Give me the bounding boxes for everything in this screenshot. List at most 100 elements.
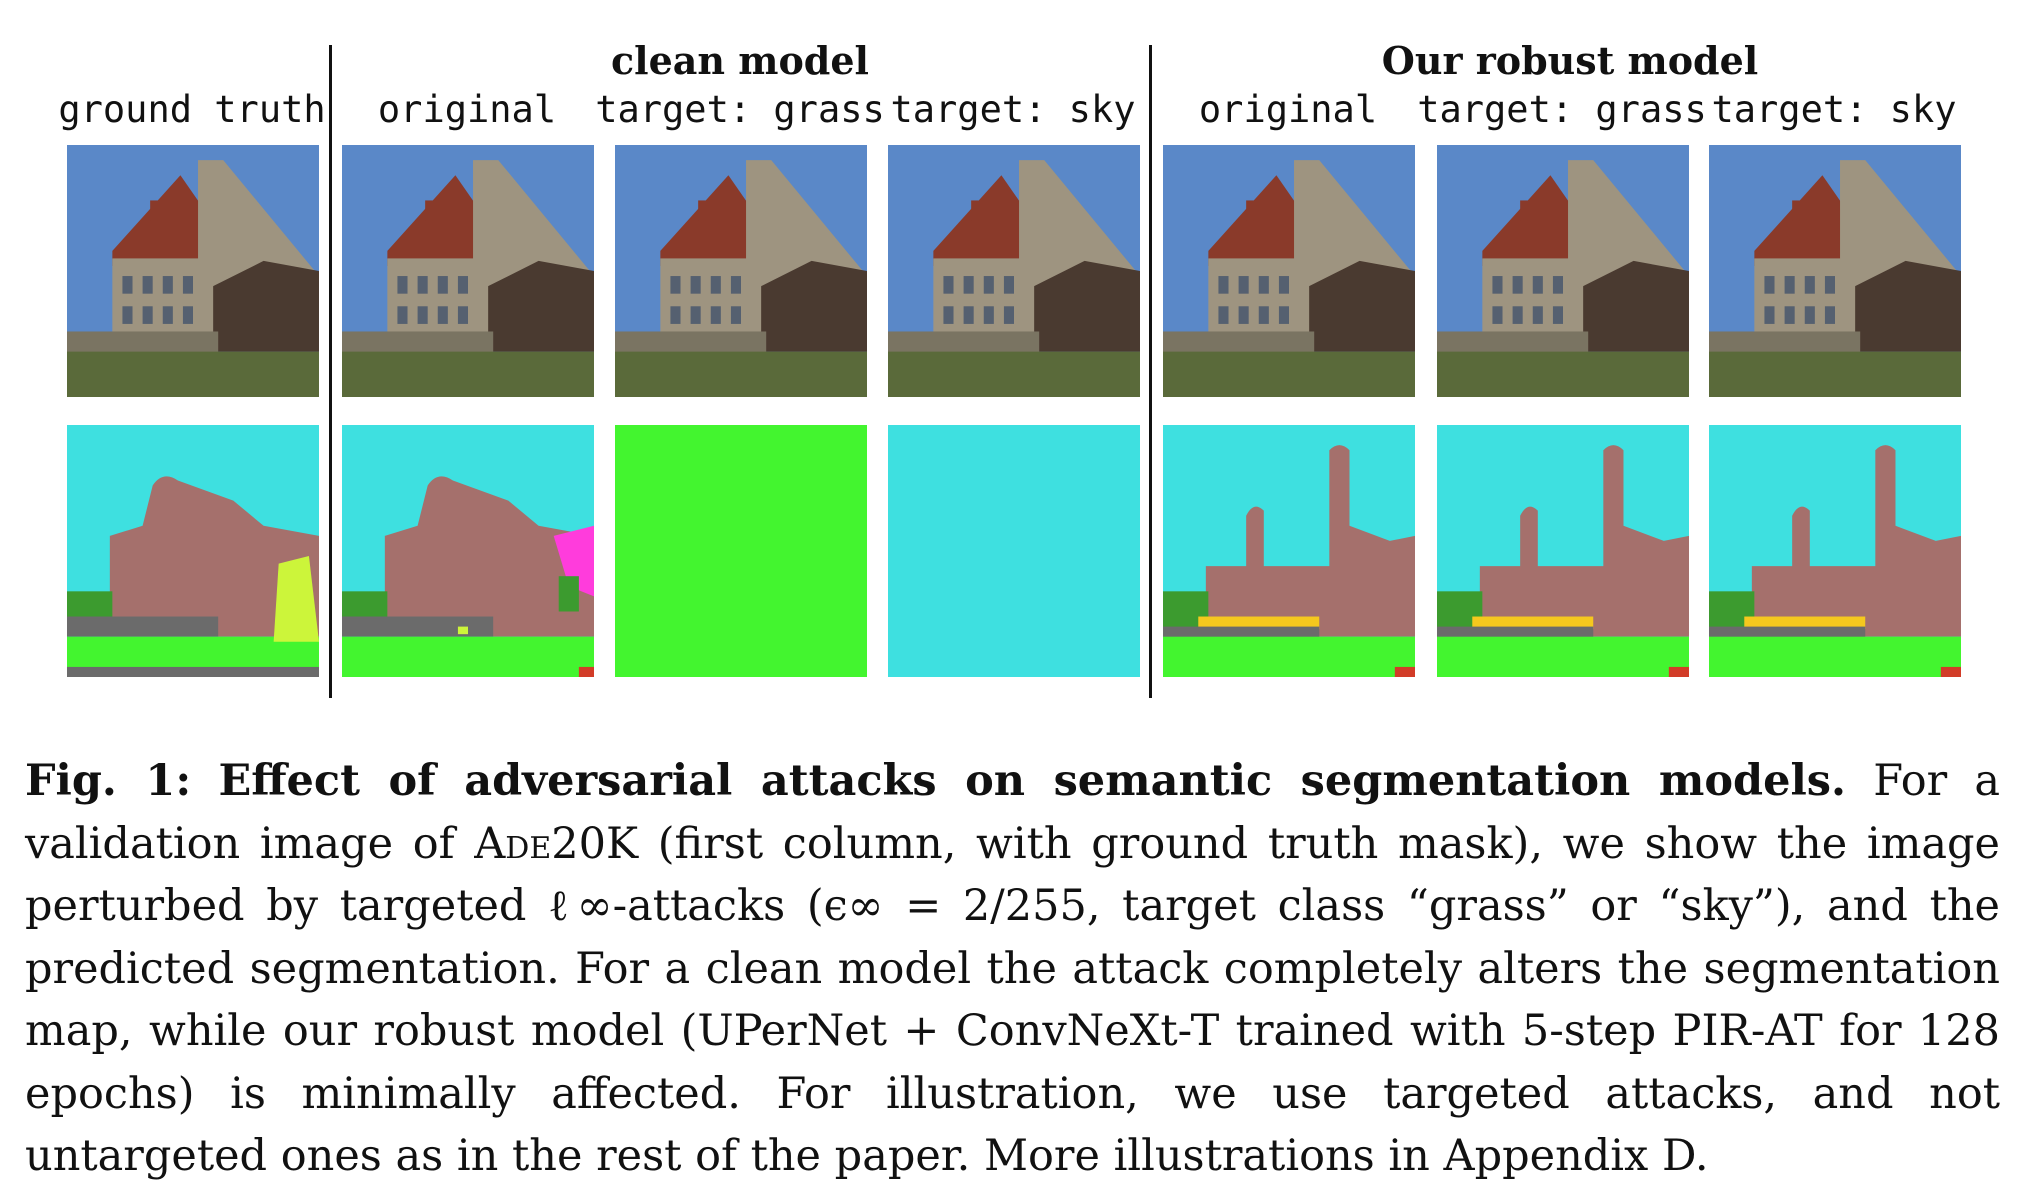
- mask-building-region: [384, 476, 594, 637]
- photo-window: [943, 276, 954, 294]
- photo-window: [710, 306, 721, 324]
- column-label-clean-target-sky: target: sky: [890, 88, 1136, 131]
- photo-window: [1238, 276, 1249, 294]
- mask-road-strip: [67, 666, 319, 677]
- photo-window: [963, 276, 974, 294]
- photo-chimney: [971, 200, 979, 221]
- mask-building-region: [1479, 445, 1689, 637]
- photo-window: [1784, 276, 1795, 294]
- mask-building-region: [1751, 445, 1961, 637]
- photo-clean-target-sky: [888, 145, 1140, 397]
- photo-chimney: [698, 200, 706, 221]
- mask-robust-target-grass: [1437, 425, 1689, 677]
- mask-red-region: [578, 666, 594, 677]
- mask-grass-region: [342, 636, 594, 677]
- column-label-clean-target-grass: target: grass: [595, 88, 885, 131]
- robust-model-header: Our robust model: [1381, 38, 1759, 83]
- photo-window: [437, 276, 448, 294]
- mask-building-region: [1205, 445, 1415, 637]
- photo-window: [437, 306, 448, 324]
- photo-window: [1492, 276, 1503, 294]
- photo-ground-truth: [67, 145, 319, 397]
- mask-magenta-region: [553, 525, 594, 597]
- mask-yellow-green-region: [273, 556, 319, 642]
- photo-window: [1532, 306, 1543, 324]
- photo-window: [1218, 276, 1229, 294]
- photo-window: [122, 276, 133, 294]
- photo-window: [142, 276, 153, 294]
- photo-window: [1278, 306, 1289, 324]
- photo-stone-wall: [342, 331, 494, 355]
- mask-red-region: [1940, 666, 1961, 677]
- photo-stone-wall: [67, 331, 219, 355]
- mask-robust-original: [1163, 425, 1415, 677]
- photo-window: [1218, 306, 1229, 324]
- photo-lawn: [342, 351, 594, 397]
- photo-window: [1552, 306, 1563, 324]
- photo-stone-wall: [615, 331, 767, 355]
- mask-ground-truth: [67, 425, 319, 677]
- photo-window: [690, 276, 701, 294]
- photo-lawn: [1437, 351, 1689, 397]
- mask-grass-region: [1437, 636, 1689, 677]
- mask-gold-region: [1744, 616, 1866, 630]
- photo-robust-target-grass: [1437, 145, 1689, 397]
- mask-clean-original: [342, 425, 594, 677]
- photo-window: [670, 276, 681, 294]
- photo-window: [1552, 276, 1563, 294]
- caption-title: Effect of adversarial attacks on semanti…: [218, 756, 1846, 806]
- mask-road-region: [1437, 626, 1594, 640]
- mask-clean-target-grass: [615, 425, 867, 677]
- photo-chimney: [1792, 200, 1800, 221]
- column-label-robust-target-grass: target: grass: [1417, 88, 1707, 131]
- photo-window: [1824, 276, 1835, 294]
- column-label-robust-target-sky: target: sky: [1711, 88, 1957, 131]
- photo-window: [182, 306, 193, 324]
- photo-window: [162, 306, 173, 324]
- photo-window: [457, 276, 468, 294]
- photo-window: [417, 276, 428, 294]
- photo-clean-original: [342, 145, 594, 397]
- mask-grass-region: [1163, 636, 1415, 677]
- photo-window: [983, 276, 994, 294]
- photo-side-building: [1309, 260, 1415, 352]
- photo-stone-wall: [1437, 331, 1589, 355]
- photo-window: [943, 306, 954, 324]
- photo-window: [1238, 306, 1249, 324]
- photo-window: [397, 306, 408, 324]
- mask-road-region: [342, 616, 494, 637]
- column-label-clean-original: original: [377, 88, 557, 131]
- photo-side-building: [1855, 260, 1961, 352]
- photo-chimney: [425, 200, 433, 221]
- mask-gold-region: [1198, 616, 1320, 630]
- clean-model-header: clean model: [611, 38, 869, 83]
- mask-road-region: [1163, 626, 1320, 640]
- photo-window: [142, 306, 153, 324]
- photo-chimney: [150, 200, 158, 221]
- photo-clean-target-grass: [615, 145, 867, 397]
- photo-robust-target-sky: [1709, 145, 1961, 397]
- mask-clean-target-sky: [888, 425, 1140, 677]
- photo-window: [1804, 276, 1815, 294]
- photo-chimney: [1520, 200, 1528, 221]
- photo-window: [1512, 306, 1523, 324]
- photo-side-building: [761, 260, 867, 352]
- mask-red-region: [1668, 666, 1689, 677]
- photo-window: [122, 306, 133, 324]
- separator-line-left: [329, 45, 332, 698]
- mask-road-region: [1709, 626, 1866, 640]
- photo-window: [1512, 276, 1523, 294]
- photo-lawn: [888, 351, 1140, 397]
- photo-chimney: [1246, 200, 1254, 221]
- photo-window: [1278, 276, 1289, 294]
- mask-grass-region: [615, 425, 867, 677]
- photo-window: [1784, 306, 1795, 324]
- photo-window: [1532, 276, 1543, 294]
- mask-road-region: [67, 616, 219, 637]
- photo-window: [1492, 306, 1503, 324]
- photo-window: [397, 276, 408, 294]
- photo-window: [983, 306, 994, 324]
- photo-window: [1824, 306, 1835, 324]
- mask-robust-target-sky: [1709, 425, 1961, 677]
- mask-yellow-green-region: [457, 626, 468, 635]
